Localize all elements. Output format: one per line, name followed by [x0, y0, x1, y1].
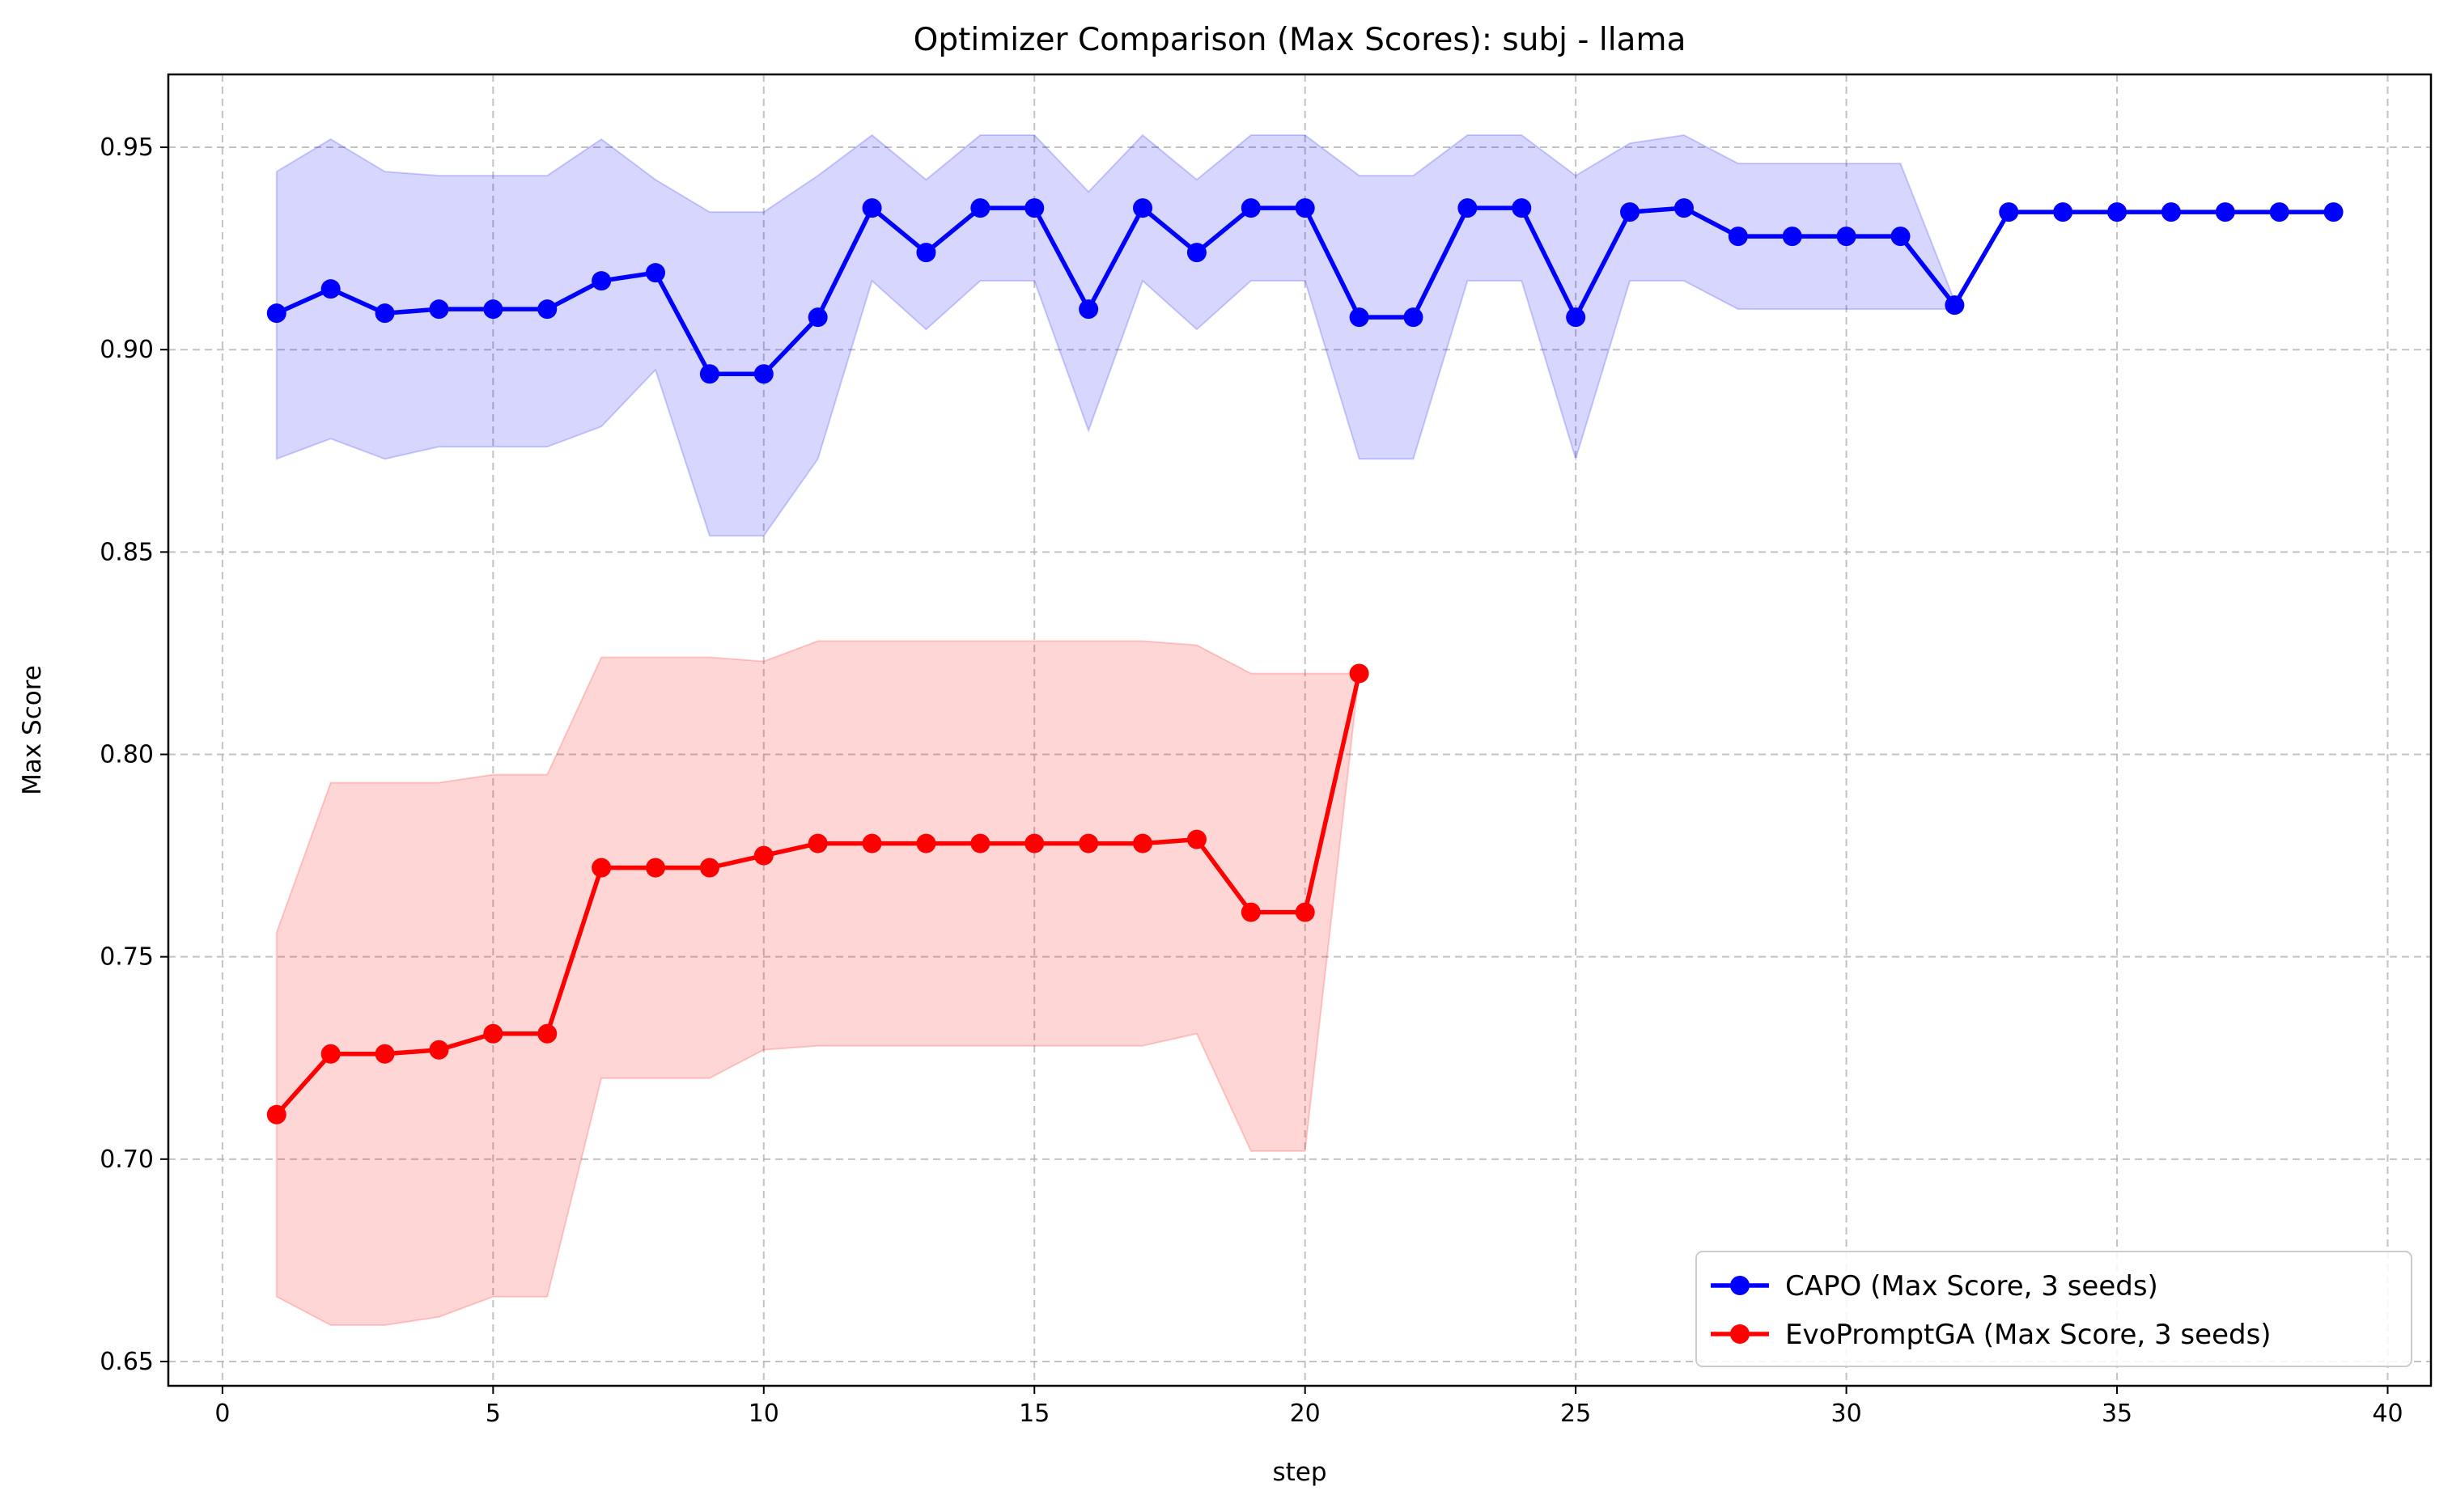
point-series-1 — [808, 833, 828, 853]
point-series-0 — [1836, 227, 1856, 247]
point-series-0 — [266, 303, 286, 324]
y-tick-label: 0.95 — [100, 133, 154, 162]
point-series-1 — [1295, 902, 1315, 922]
point-series-1 — [266, 1104, 286, 1124]
point-series-1 — [753, 845, 774, 866]
x-tick-label: 15 — [1019, 1400, 1050, 1428]
point-series-0 — [1295, 198, 1315, 218]
point-series-1 — [1133, 833, 1153, 853]
point-series-0 — [1566, 307, 1586, 328]
point-series-1 — [429, 1040, 449, 1060]
x-tick-label: 0 — [214, 1400, 230, 1428]
point-series-1 — [1186, 829, 1207, 849]
point-series-0 — [2053, 202, 2073, 222]
point-series-0 — [1133, 198, 1153, 218]
point-series-1 — [916, 833, 936, 853]
point-series-0 — [1728, 227, 1748, 247]
y-tick-label: 0.90 — [100, 336, 154, 364]
x-tick-label: 20 — [1290, 1400, 1321, 1428]
legend-label-series-0: CAPO (Max Score, 3 seeds) — [1785, 1270, 2158, 1302]
point-series-0 — [862, 198, 882, 218]
point-series-1 — [1241, 902, 1261, 922]
point-series-0 — [646, 263, 666, 283]
legend: CAPO (Max Score, 3 seeds) EvoPromptGA (Ma… — [1695, 1251, 2412, 1367]
point-series-0 — [1024, 198, 1045, 218]
point-series-1 — [320, 1044, 341, 1064]
point-series-0 — [320, 279, 341, 299]
point-series-0 — [753, 364, 774, 384]
point-series-0 — [2107, 202, 2127, 222]
point-series-0 — [1945, 295, 1965, 316]
point-series-0 — [429, 299, 449, 320]
point-series-1 — [537, 1023, 558, 1044]
legend-label-series-1: EvoPromptGA (Max Score, 3 seeds) — [1785, 1319, 2272, 1351]
point-series-0 — [1079, 299, 1099, 320]
point-series-0 — [2269, 202, 2289, 222]
point-series-0 — [1999, 202, 2019, 222]
x-axis-ticks: 0 5 10 15 20 25 30 35 40 — [214, 1386, 2403, 1428]
point-series-0 — [483, 299, 503, 320]
y-tick-label: 0.85 — [100, 538, 154, 566]
point-series-0 — [970, 198, 991, 218]
point-series-0 — [1620, 202, 1640, 222]
point-series-1 — [1349, 663, 1369, 684]
point-series-0 — [916, 243, 936, 263]
point-series-0 — [1512, 198, 1532, 218]
point-series-0 — [699, 364, 719, 384]
x-axis-label: step — [1272, 1458, 1326, 1487]
point-series-0 — [1403, 307, 1423, 328]
y-tick-label: 0.70 — [100, 1146, 154, 1174]
legend-marker-series-1 — [1730, 1324, 1750, 1344]
point-series-0 — [2215, 202, 2235, 222]
point-series-0 — [1674, 198, 1694, 218]
point-series-0 — [592, 271, 612, 291]
point-series-0 — [808, 307, 828, 328]
x-tick-label: 10 — [749, 1400, 779, 1428]
band-series-1 — [275, 640, 1360, 1326]
point-series-1 — [375, 1044, 395, 1064]
point-series-1 — [862, 833, 882, 853]
legend-marker-series-0 — [1730, 1276, 1750, 1295]
x-tick-label: 30 — [1831, 1400, 1861, 1428]
point-series-0 — [2161, 202, 2181, 222]
point-series-0 — [1890, 227, 1911, 247]
point-series-1 — [483, 1023, 503, 1044]
legend-box — [1695, 1251, 2412, 1367]
point-series-0 — [537, 299, 558, 320]
y-axis-label: Max Score — [18, 665, 47, 795]
y-tick-label: 0.65 — [100, 1348, 154, 1376]
x-tick-label: 5 — [486, 1400, 501, 1428]
point-series-0 — [2323, 202, 2344, 222]
series-markers — [266, 198, 2344, 1124]
point-series-0 — [1782, 227, 1802, 247]
point-series-1 — [1024, 833, 1045, 853]
point-series-0 — [1457, 198, 1478, 218]
plot-frame — [167, 73, 2433, 1387]
x-tick-label: 35 — [2102, 1400, 2132, 1428]
point-series-1 — [646, 858, 666, 878]
point-series-1 — [699, 858, 719, 878]
point-series-0 — [1349, 307, 1369, 328]
y-tick-label: 0.80 — [100, 741, 154, 769]
y-tick-label: 0.75 — [100, 943, 154, 972]
point-series-0 — [1186, 243, 1207, 263]
point-series-1 — [970, 833, 991, 853]
point-series-1 — [1079, 833, 1099, 853]
chart-title: Optimizer Comparison (Max Scores): subj … — [914, 22, 1686, 58]
x-tick-label: 25 — [1560, 1400, 1591, 1428]
point-series-0 — [1241, 198, 1261, 218]
point-series-0 — [375, 303, 395, 324]
point-series-1 — [592, 858, 612, 878]
y-axis-ticks: 0.65 0.70 0.75 0.80 0.85 0.90 0.95 — [100, 133, 168, 1376]
x-tick-label: 40 — [2372, 1400, 2403, 1428]
